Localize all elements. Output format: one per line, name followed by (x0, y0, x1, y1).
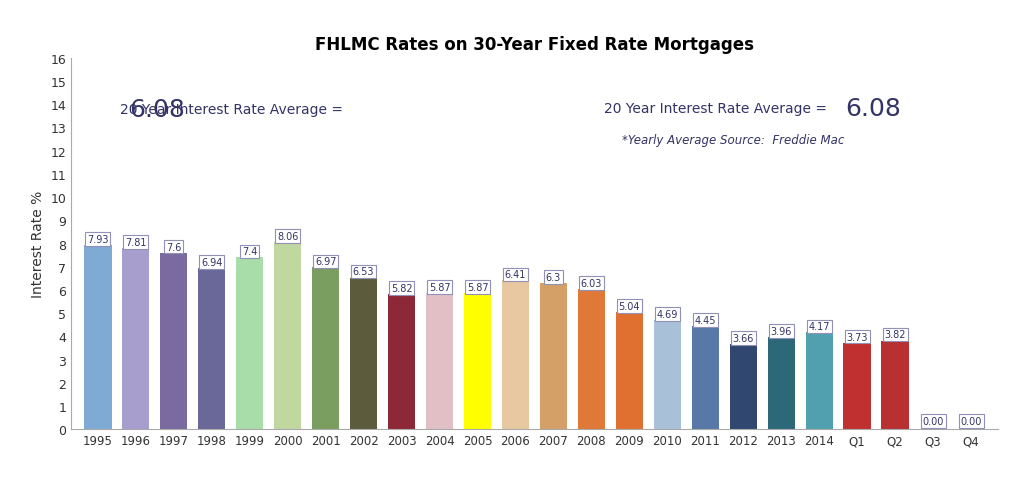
Text: 4.17: 4.17 (808, 322, 830, 332)
Text: 6.97: 6.97 (315, 257, 336, 267)
Text: 6.94: 6.94 (201, 258, 222, 267)
Bar (730, 345, 757, 429)
Text: 7.6: 7.6 (166, 242, 181, 252)
Text: 20 Year Interest Rate Average =: 20 Year Interest Rate Average = (604, 102, 827, 116)
Text: 8.06: 8.06 (277, 231, 298, 242)
Bar (805, 333, 833, 429)
Text: 7.81: 7.81 (125, 237, 147, 247)
Bar (502, 281, 529, 429)
Bar (350, 278, 378, 429)
Bar (768, 338, 795, 429)
Text: 5.87: 5.87 (429, 282, 450, 292)
Text: 6.08: 6.08 (845, 97, 901, 121)
Text: 3.96: 3.96 (771, 326, 792, 337)
Text: 0.00: 0.00 (922, 416, 944, 426)
Text: *Yearly Average Source:  Freddie Mac: *Yearly Average Source: Freddie Mac (622, 134, 845, 146)
Bar (312, 268, 339, 429)
Bar (540, 284, 567, 429)
Bar (199, 268, 225, 429)
Y-axis label: Interest Rate %: Interest Rate % (31, 190, 45, 298)
Text: 6.08: 6.08 (129, 98, 185, 122)
Text: 5.87: 5.87 (466, 282, 489, 292)
Bar (274, 243, 301, 429)
Bar (844, 343, 870, 429)
Bar (882, 341, 909, 429)
Bar (388, 295, 415, 429)
Text: 4.69: 4.69 (657, 309, 678, 320)
Text: 0.00: 0.00 (960, 416, 981, 426)
Bar (236, 258, 264, 429)
Text: 5.04: 5.04 (619, 302, 640, 311)
Bar (426, 293, 453, 429)
Text: 3.66: 3.66 (733, 333, 754, 344)
Text: 6.03: 6.03 (580, 279, 602, 288)
Text: 4.45: 4.45 (694, 315, 716, 325)
Bar (160, 253, 187, 429)
Text: 5.82: 5.82 (391, 284, 412, 293)
Title: FHLMC Rates on 30-Year Fixed Rate Mortgages: FHLMC Rates on 30-Year Fixed Rate Mortga… (315, 36, 754, 54)
Text: 3.73: 3.73 (846, 332, 868, 342)
Bar (84, 245, 112, 429)
Bar (691, 326, 719, 429)
Text: 6.3: 6.3 (546, 272, 561, 282)
Bar (578, 290, 605, 429)
Bar (616, 313, 643, 429)
Text: 20 Year Interest Rate Average =: 20 Year Interest Rate Average = (120, 102, 343, 117)
Bar (122, 248, 150, 429)
Bar (464, 293, 491, 429)
Bar (654, 321, 681, 429)
Text: 3.82: 3.82 (885, 330, 906, 340)
Text: 6.53: 6.53 (353, 267, 375, 277)
Text: 7.93: 7.93 (88, 235, 109, 244)
Text: 6.41: 6.41 (505, 270, 526, 280)
Text: 7.4: 7.4 (242, 247, 258, 257)
